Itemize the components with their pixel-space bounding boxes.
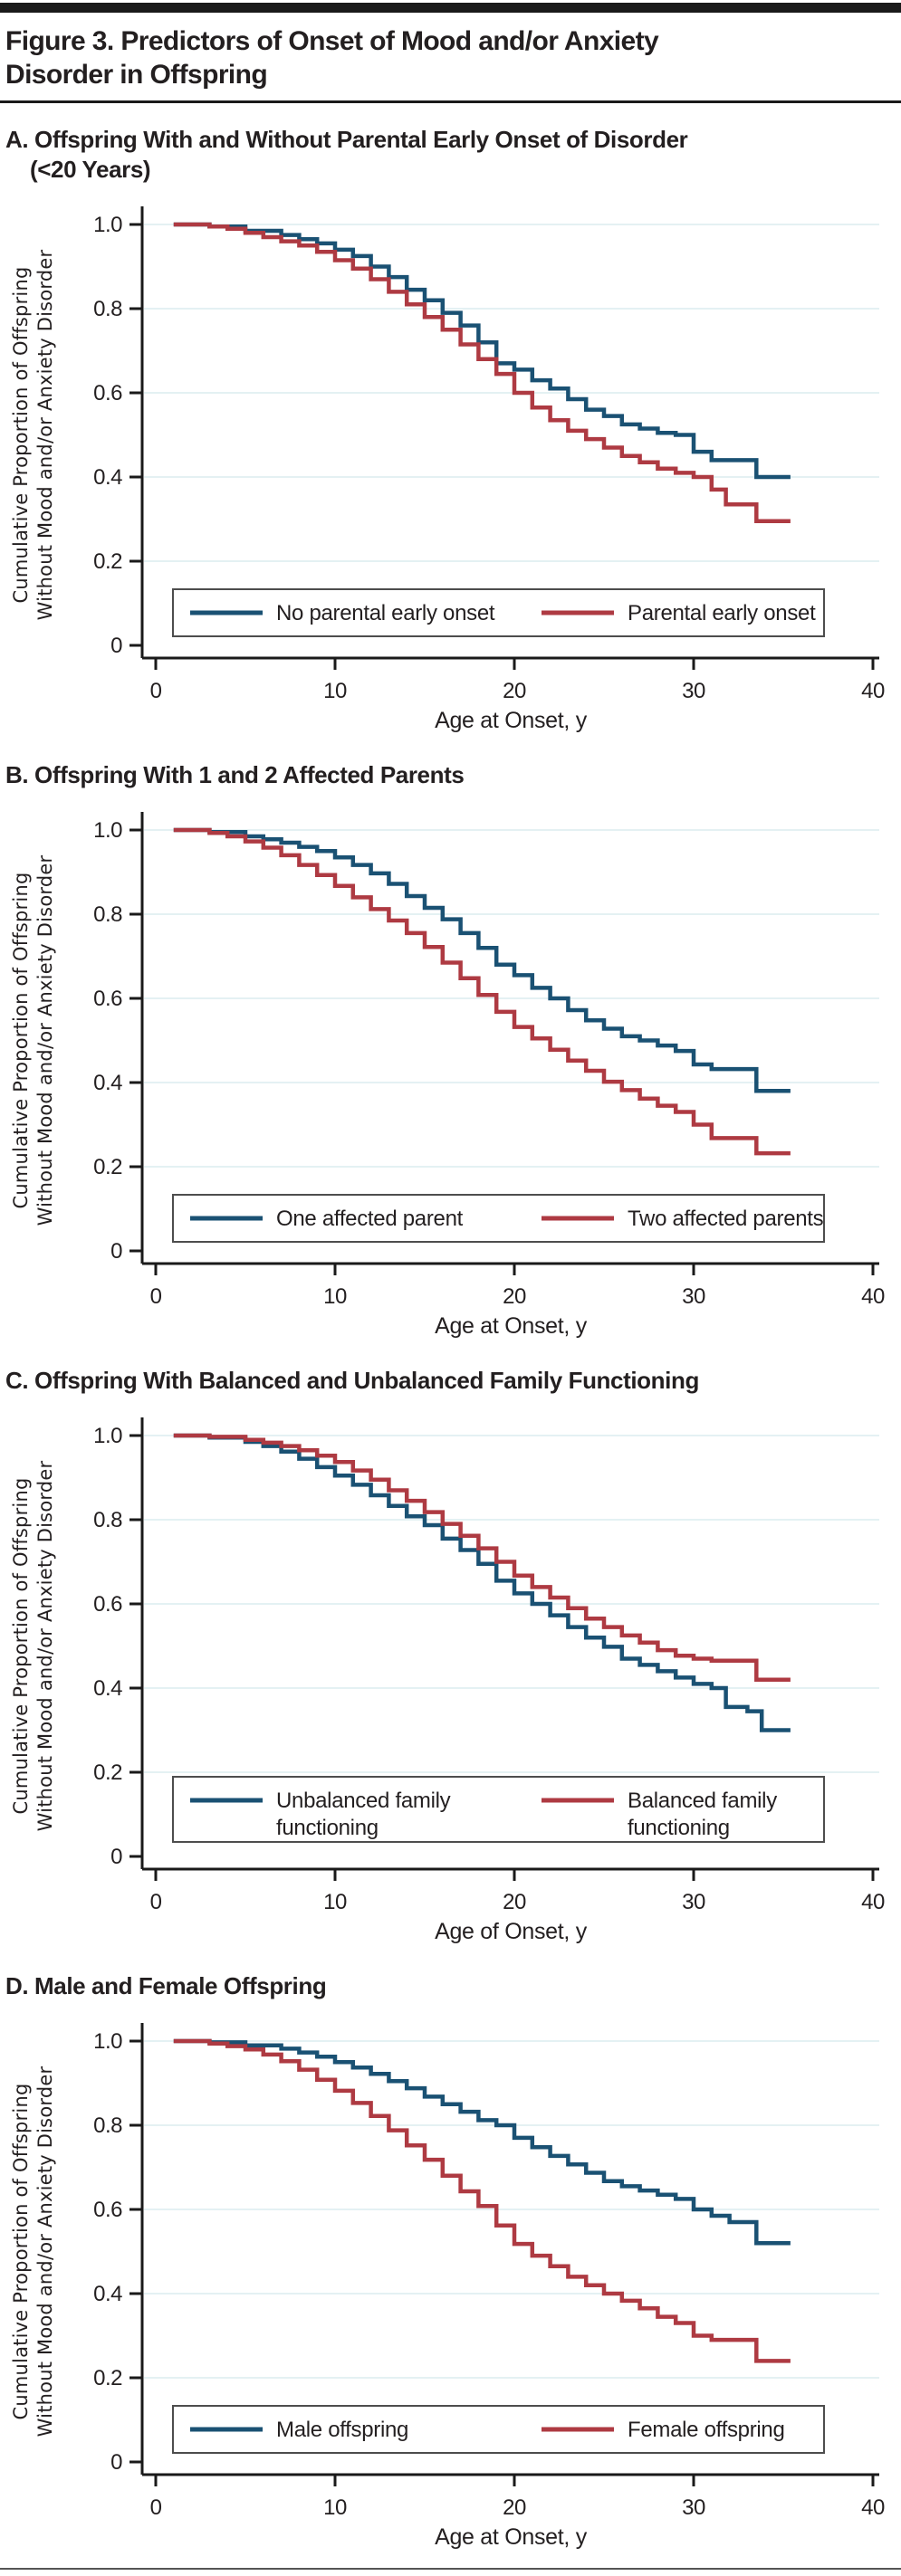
- survival-chart-B: 0 0.2 0.4 0.6 0.8 1.0 0 10 20 30 40 Age at Onset, y…: [10, 812, 885, 1339]
- y-tick-label-0.8: 0.8: [93, 1508, 122, 1532]
- legend-label-C-2-line1: Balanced family: [628, 1789, 777, 1813]
- title-rule: [0, 100, 901, 103]
- legend-label-C-2-line2: functioning: [628, 1816, 730, 1840]
- curve-D-red: [173, 2038, 791, 2363]
- y-tick-label-0.8: 0.8: [93, 297, 122, 321]
- curve-B-red: [173, 827, 791, 1156]
- x-tick-label-40: 40: [861, 679, 885, 703]
- y-tick-label-0.4: 0.4: [93, 1676, 122, 1701]
- top-black-bar: [0, 3, 901, 13]
- figure-title-line1: Figure 3. Predictors of Onset of Mood an…: [5, 26, 659, 56]
- x-axis-label: Age at Onset, y: [435, 1313, 588, 1339]
- y-tick-label-0.2: 0.2: [93, 2366, 122, 2390]
- y-tick-label-1: 1.0: [93, 818, 122, 843]
- x-axis-label: Age at Onset, y: [435, 708, 588, 733]
- legend-label-D-1-line1: Male offspring: [276, 2418, 408, 2442]
- x-tick-label-40: 40: [861, 1890, 885, 1914]
- y-tick-label-0.6: 0.6: [93, 1592, 122, 1617]
- y-tick-label-0.2: 0.2: [93, 1760, 122, 1785]
- y-tick-label-0: 0: [110, 1845, 122, 1869]
- legend-label-A-1-line1: No parental early onset: [276, 601, 495, 625]
- x-tick-label-20: 20: [503, 679, 526, 703]
- curve-B-blue: [173, 827, 791, 1093]
- curve-C-red: [173, 1433, 791, 1682]
- legend-box: [172, 588, 825, 637]
- legend-label-C-1-line2: functioning: [276, 1816, 379, 1840]
- y-tick-label-0.6: 0.6: [93, 2198, 122, 2222]
- legend-label-A-2-line1: Parental early onset: [628, 601, 816, 625]
- y-axis-label-line1: Cumulative Proportion of Offspring: [10, 267, 32, 604]
- panel-title-C: C. Offspring With Balanced and Unbalance…: [5, 1366, 896, 1396]
- curve-D-blue: [173, 2038, 791, 2246]
- y-tick-label-1: 1.0: [93, 213, 122, 237]
- legend-label-D-2-line1: Female offspring: [628, 2418, 785, 2442]
- panel-title-D-line1: D. Male and Female Offspring: [5, 1972, 327, 1999]
- y-tick-label-0.8: 0.8: [93, 2113, 122, 2138]
- bottom-rule: [0, 2568, 901, 2570]
- x-axis-label: Age of Onset, y: [435, 1919, 588, 1944]
- curve-A-blue: [173, 222, 791, 480]
- panels-container: A. Offspring With and Without Parental E…: [0, 125, 901, 2555]
- panel-title-A-line2: (<20 Years): [30, 156, 151, 183]
- panel-title-D: D. Male and Female Offspring: [5, 1971, 896, 2001]
- survival-chart-C: 0 0.2 0.4 0.6 0.8 1.0 0 10 20 30 40 Age of Onset, y…: [10, 1417, 885, 1944]
- legend-box: [172, 2405, 825, 2454]
- curve-A-red: [173, 222, 791, 524]
- x-tick-label-40: 40: [861, 1284, 885, 1309]
- panel-title-B-line1: B. Offspring With 1 and 2 Affected Paren…: [5, 761, 465, 788]
- panel-title-C-line1: C. Offspring With Balanced and Unbalance…: [5, 1367, 699, 1394]
- y-tick-label-0.6: 0.6: [93, 987, 122, 1011]
- legend-label-C-1-line1: Unbalanced family: [276, 1789, 451, 1813]
- y-axis-label-line2: Without Mood and/or Anxiety Disorder: [34, 2066, 56, 2438]
- x-tick-label-40: 40: [861, 2495, 885, 2520]
- y-axis-label-line1: Cumulative Proportion of Offspring: [10, 1478, 32, 1815]
- y-tick-label-0.4: 0.4: [93, 2282, 122, 2306]
- y-tick-label-0.4: 0.4: [93, 465, 122, 490]
- x-tick-label-20: 20: [503, 1890, 526, 1914]
- y-tick-label-0.8: 0.8: [93, 902, 122, 927]
- y-tick-label-1: 1.0: [93, 1424, 122, 1448]
- x-tick-label-0: 0: [150, 1284, 162, 1309]
- panel-title-B: B. Offspring With 1 and 2 Affected Paren…: [5, 760, 896, 790]
- x-tick-label-10: 10: [323, 1284, 347, 1309]
- x-axis-label: Age at Onset, y: [435, 2524, 588, 2550]
- y-tick-label-1: 1.0: [93, 2029, 122, 2054]
- x-tick-label-10: 10: [323, 679, 347, 703]
- x-tick-label-0: 0: [150, 2495, 162, 2520]
- legend-box: [172, 1776, 825, 1843]
- survival-chart-D: 0 0.2 0.4 0.6 0.8 1.0 0 10 20 30 40 Age at Onset, y…: [10, 2023, 885, 2550]
- x-tick-label-0: 0: [150, 679, 162, 703]
- x-tick-label-30: 30: [682, 2495, 705, 2520]
- y-tick-label-0.6: 0.6: [93, 381, 122, 405]
- y-axis-label-line1: Cumulative Proportion of Offspring: [10, 2084, 32, 2420]
- x-tick-label-30: 30: [682, 1890, 705, 1914]
- panel-title-A: A. Offspring With and Without Parental E…: [5, 125, 896, 185]
- y-tick-label-0: 0: [110, 634, 122, 658]
- legend-label-B-1-line1: One affected parent: [276, 1207, 464, 1231]
- y-tick-label-0.2: 0.2: [93, 1155, 122, 1179]
- y-tick-label-0: 0: [110, 2450, 122, 2475]
- survival-chart-A: 0 0.2 0.4 0.6 0.8 1.0 0 10 20 30 40 Age at Onset, y…: [10, 206, 885, 733]
- y-tick-label-0.2: 0.2: [93, 549, 122, 574]
- y-axis-label-line2: Without Mood and/or Anxiety Disorder: [34, 1461, 56, 1832]
- legend-label-B-2-line1: Two affected parents: [628, 1207, 824, 1231]
- y-axis-label-line2: Without Mood and/or Anxiety Disorder: [34, 250, 56, 621]
- x-tick-label-20: 20: [503, 2495, 526, 2520]
- y-tick-label-0.4: 0.4: [93, 1071, 122, 1095]
- figure-title: Figure 3. Predictors of Onset of Mood an…: [5, 24, 896, 91]
- panel-title-A-line1: A. Offspring With and Without Parental E…: [5, 126, 688, 153]
- y-tick-label-0: 0: [110, 1239, 122, 1264]
- curve-C-blue: [173, 1433, 791, 1732]
- x-tick-label-20: 20: [503, 1284, 526, 1309]
- x-tick-label-30: 30: [682, 679, 705, 703]
- x-tick-label-0: 0: [150, 1890, 162, 1914]
- x-tick-label-10: 10: [323, 2495, 347, 2520]
- figure-title-line2: Disorder in Offspring: [5, 60, 268, 90]
- x-tick-label-30: 30: [682, 1284, 705, 1309]
- y-axis-label-line2: Without Mood and/or Anxiety Disorder: [34, 855, 56, 1226]
- x-tick-label-10: 10: [323, 1890, 347, 1914]
- y-axis-label-line1: Cumulative Proportion of Offspring: [10, 873, 32, 1209]
- legend-box: [172, 1194, 825, 1243]
